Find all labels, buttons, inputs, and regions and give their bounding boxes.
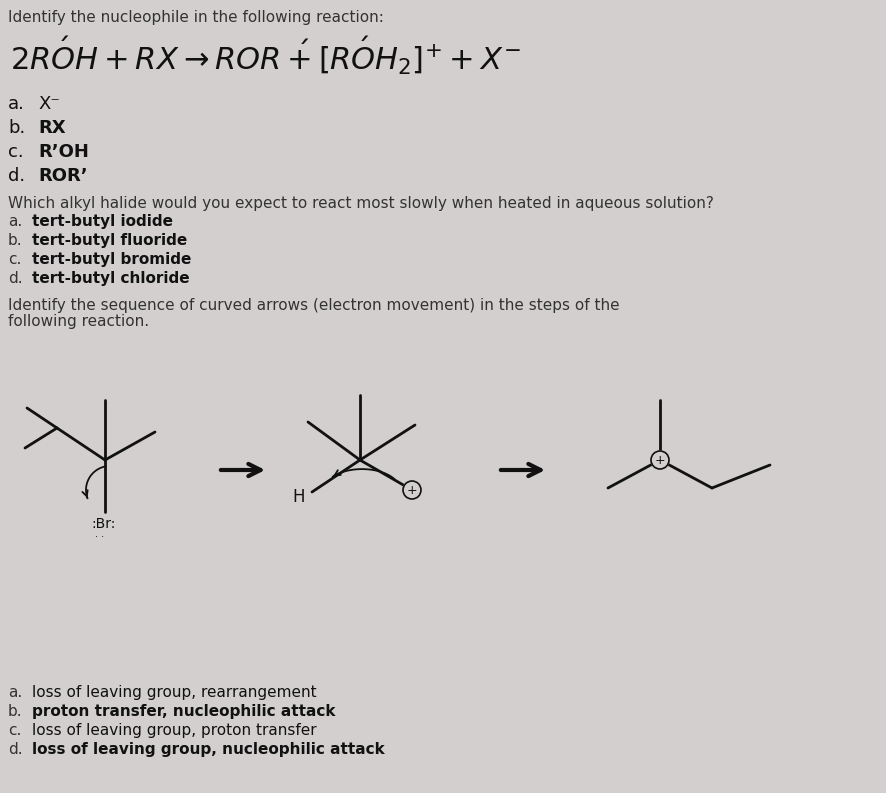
Text: RX: RX	[38, 119, 66, 137]
Text: Identify the sequence of curved arrows (electron movement) in the steps of the: Identify the sequence of curved arrows (…	[8, 298, 619, 313]
Text: ROR’: ROR’	[38, 167, 88, 185]
Text: b.: b.	[8, 119, 25, 137]
Text: H: H	[292, 488, 305, 506]
Text: Which alkyl halide would you expect to react most slowly when heated in aqueous : Which alkyl halide would you expect to r…	[8, 196, 714, 211]
Text: loss of leaving group, proton transfer: loss of leaving group, proton transfer	[32, 723, 316, 738]
Circle shape	[403, 481, 421, 499]
Text: a.: a.	[8, 214, 22, 229]
Text: c.: c.	[8, 723, 21, 738]
Text: +: +	[407, 484, 417, 496]
Text: · ·: · ·	[96, 532, 105, 542]
Text: b.: b.	[8, 704, 23, 719]
Circle shape	[651, 451, 669, 469]
Text: d.: d.	[8, 742, 23, 757]
Text: tert-butyl chloride: tert-butyl chloride	[32, 271, 190, 286]
Text: loss of leaving group, nucleophilic attack: loss of leaving group, nucleophilic atta…	[32, 742, 385, 757]
Text: following reaction.: following reaction.	[8, 314, 149, 329]
Text: tert-butyl fluoride: tert-butyl fluoride	[32, 233, 187, 248]
Text: loss of leaving group, rearrangement: loss of leaving group, rearrangement	[32, 685, 316, 700]
Text: c.: c.	[8, 252, 21, 267]
Text: R’OH: R’OH	[38, 143, 89, 161]
Text: :Br:: :Br:	[91, 517, 115, 531]
Text: proton transfer, nucleophilic attack: proton transfer, nucleophilic attack	[32, 704, 336, 719]
Text: $2R\'OH + RX \rightarrow ROR\' + [R\'OH_2]^{+} + X^{-}$: $2R\'OH + RX \rightarrow ROR\' + [R\'OH_…	[10, 35, 521, 78]
Text: d.: d.	[8, 167, 25, 185]
Text: c.: c.	[8, 143, 24, 161]
Text: d.: d.	[8, 271, 23, 286]
Text: a.: a.	[8, 685, 22, 700]
Text: Identify the nucleophile in the following reaction:: Identify the nucleophile in the followin…	[8, 10, 384, 25]
Text: +: +	[655, 454, 665, 466]
Text: tert-butyl bromide: tert-butyl bromide	[32, 252, 191, 267]
Text: X⁻: X⁻	[38, 95, 60, 113]
Text: b.: b.	[8, 233, 23, 248]
Text: tert-butyl iodide: tert-butyl iodide	[32, 214, 173, 229]
Text: a.: a.	[8, 95, 25, 113]
